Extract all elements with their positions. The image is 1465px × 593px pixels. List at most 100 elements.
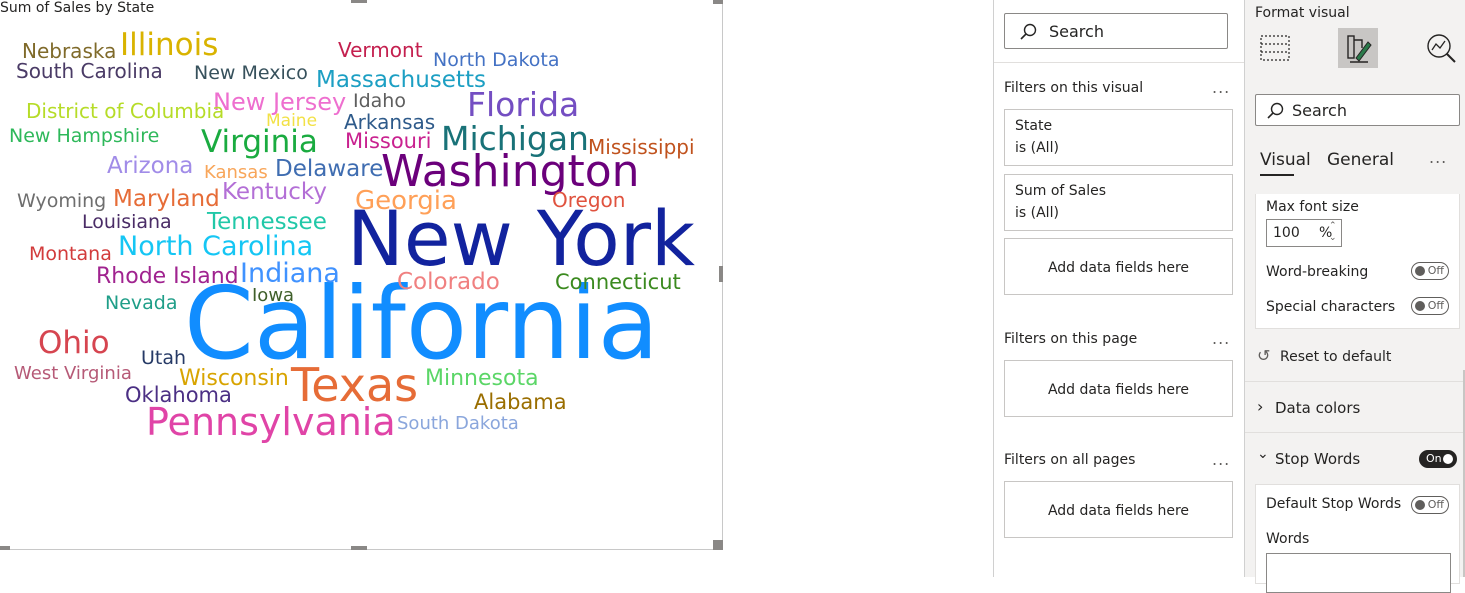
- stepper-up-icon[interactable]: ⌃: [1329, 221, 1337, 231]
- stop-words-card: Default Stop Words Off Words: [1255, 484, 1460, 593]
- word-new-jersey[interactable]: New Jersey: [213, 88, 347, 116]
- word-missouri[interactable]: Missouri: [345, 129, 432, 153]
- resize-handle-bottom-right[interactable]: [713, 540, 723, 550]
- resize-handle-bottom[interactable]: [351, 546, 367, 550]
- word-kansas[interactable]: Kansas: [204, 162, 268, 183]
- word-michigan[interactable]: Michigan: [441, 119, 589, 158]
- resize-handle-top-right[interactable]: [713, 0, 723, 4]
- word-oklahoma[interactable]: Oklahoma: [125, 383, 232, 407]
- word-alabama[interactable]: Alabama: [474, 390, 567, 414]
- more-options-icon[interactable]: ...: [1212, 329, 1231, 348]
- scrollbar[interactable]: [1463, 370, 1465, 577]
- word-vermont[interactable]: Vermont: [338, 38, 423, 62]
- word-nebraska[interactable]: Nebraska: [22, 39, 117, 63]
- visual-title: Sum of Sales by State: [0, 0, 155, 16]
- word-new-hampshire[interactable]: New Hampshire: [9, 125, 160, 147]
- filters-on-all-pages-heading: Filters on all pages: [1004, 452, 1136, 468]
- word-tennessee[interactable]: Tennessee: [207, 209, 327, 235]
- tab-general[interactable]: General: [1327, 150, 1394, 170]
- word-virginia[interactable]: Virginia: [201, 124, 318, 160]
- word-breaking-toggle[interactable]: Off: [1411, 262, 1449, 280]
- word-arizona[interactable]: Arizona: [107, 153, 194, 179]
- resize-handle-right[interactable]: [719, 266, 723, 282]
- special-characters-toggle[interactable]: Off: [1411, 297, 1449, 315]
- word-cloud-visual[interactable]: Sum of Sales by State California New Yor…: [0, 0, 723, 550]
- more-options-icon[interactable]: ...: [1212, 450, 1231, 469]
- tab-visual[interactable]: Visual: [1260, 150, 1311, 170]
- stop-words-section[interactable]: Stop Words: [1275, 450, 1361, 468]
- word-north-dakota[interactable]: North Dakota: [433, 49, 560, 71]
- word-colorado[interactable]: Colorado: [397, 269, 500, 295]
- word-florida[interactable]: Florida: [467, 85, 580, 124]
- words-label: Words: [1266, 531, 1310, 547]
- filter-card-state[interactable]: State is (All): [1004, 109, 1233, 166]
- word-wisconsin[interactable]: Wisconsin: [179, 366, 289, 391]
- word-utah[interactable]: Utah: [141, 347, 187, 369]
- stop-words-toggle[interactable]: On: [1419, 450, 1457, 468]
- word-new-york[interactable]: New York: [347, 194, 696, 283]
- word-wyoming[interactable]: Wyoming: [17, 190, 107, 212]
- word-new-mexico[interactable]: New Mexico: [194, 62, 308, 84]
- chevron-right-icon[interactable]: ›: [1257, 397, 1264, 416]
- filter-field-name: State: [1015, 118, 1053, 134]
- add-data-fields-page[interactable]: Add data fields here: [1004, 360, 1233, 417]
- more-options-icon[interactable]: ...: [1429, 148, 1448, 167]
- word-georgia[interactable]: Georgia: [355, 186, 457, 216]
- word-north-carolina[interactable]: North Carolina: [118, 231, 314, 262]
- resize-handle-bottom-left[interactable]: [0, 546, 10, 550]
- word-idaho[interactable]: Idaho: [353, 90, 406, 112]
- word-mississippi[interactable]: Mississippi: [588, 135, 695, 159]
- more-options-icon[interactable]: ...: [1212, 78, 1231, 97]
- word-maryland[interactable]: Maryland: [113, 186, 220, 212]
- word-louisiana[interactable]: Louisiana: [82, 211, 172, 233]
- max-font-size-input[interactable]: 100 % ⌃ ⌄: [1266, 219, 1342, 247]
- stepper-down-icon[interactable]: ⌄: [1329, 233, 1337, 243]
- tab-visual-underline: [1260, 174, 1294, 176]
- word-iowa[interactable]: Iowa: [252, 285, 295, 306]
- data-colors-section[interactable]: Data colors: [1275, 399, 1361, 417]
- resize-handle-top[interactable]: [351, 0, 367, 3]
- format-search[interactable]: Search: [1255, 94, 1460, 126]
- default-stop-words-toggle[interactable]: Off: [1411, 496, 1449, 514]
- word-maine[interactable]: Maine: [266, 111, 318, 131]
- word-texas[interactable]: Texas: [291, 358, 419, 412]
- word-oregon[interactable]: Oregon: [552, 188, 626, 212]
- add-data-fields-all-pages[interactable]: Add data fields here: [1004, 481, 1233, 538]
- word-washington[interactable]: Washington: [381, 146, 640, 197]
- reset-icon[interactable]: ↺: [1257, 346, 1271, 365]
- font-options-card: Max font size 100 % ⌃ ⌄ Word-breaking Of…: [1255, 194, 1460, 329]
- word-nevada[interactable]: Nevada: [105, 292, 178, 314]
- word-arkansas[interactable]: Arkansas: [344, 110, 436, 134]
- word-ohio[interactable]: Ohio: [38, 325, 110, 361]
- word-south-dakota[interactable]: South Dakota: [397, 413, 519, 434]
- word-massachusetts[interactable]: Massachusetts: [316, 67, 486, 93]
- word-delaware[interactable]: Delaware: [275, 156, 384, 182]
- add-data-fields-visual[interactable]: Add data fields here: [1004, 238, 1233, 295]
- word-illinois[interactable]: Illinois: [120, 27, 219, 63]
- format-search-input[interactable]: Search: [1292, 101, 1347, 120]
- word-montana[interactable]: Montana: [29, 243, 112, 265]
- filters-search[interactable]: Search: [1004, 13, 1228, 49]
- format-visual-icon[interactable]: [1338, 28, 1378, 68]
- word-indiana[interactable]: Indiana: [240, 258, 340, 289]
- build-visual-icon[interactable]: [1255, 28, 1295, 68]
- format-pane-title: Format visual: [1255, 5, 1350, 21]
- word-minnesota[interactable]: Minnesota: [425, 366, 539, 391]
- analytics-icon[interactable]: [1421, 28, 1461, 68]
- word-pennsylvania[interactable]: Pennsylvania: [146, 400, 396, 444]
- word-west-virginia[interactable]: West Virginia: [14, 363, 132, 384]
- format-pane: Format visual Search Visual General ... …: [1244, 0, 1465, 593]
- word-california[interactable]: California: [184, 265, 659, 382]
- chevron-down-icon[interactable]: ⌄: [1257, 446, 1269, 462]
- filters-search-input[interactable]: Search: [1049, 22, 1104, 41]
- word-south-carolina[interactable]: South Carolina: [16, 59, 163, 83]
- word-kentucky[interactable]: Kentucky: [222, 179, 328, 205]
- word-connecticut[interactable]: Connecticut: [555, 270, 681, 294]
- filters-on-visual-heading: Filters on this visual: [1004, 80, 1144, 96]
- reset-to-default[interactable]: Reset to default: [1280, 349, 1392, 365]
- word-district-of-columbia[interactable]: District of Columbia: [26, 99, 225, 123]
- toggle-state: On: [1426, 452, 1442, 465]
- word-rhode-island[interactable]: Rhode Island: [96, 264, 239, 289]
- words-input[interactable]: [1266, 553, 1451, 593]
- filter-card-sum-of-sales[interactable]: Sum of Sales is (All): [1004, 174, 1233, 231]
